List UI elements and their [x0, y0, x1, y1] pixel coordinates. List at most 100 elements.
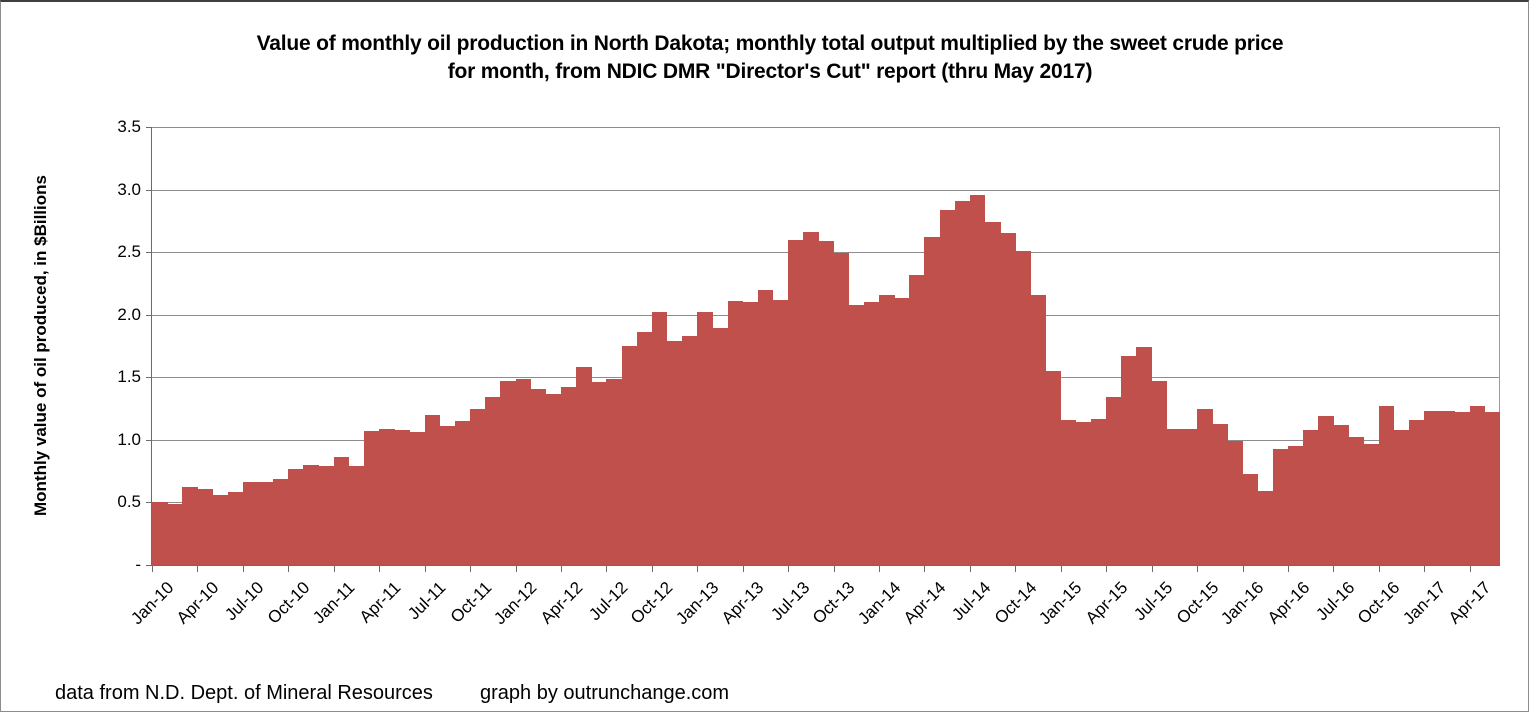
bar-Apr-13: [742, 302, 759, 565]
x-tick: [1197, 566, 1199, 572]
bar-Jan-13: [697, 312, 713, 565]
bar-Jun-13: [772, 299, 789, 565]
bar-Sep-11: [454, 421, 471, 565]
bar-Jul-15: [1151, 381, 1168, 565]
bar-Aug-14: [985, 222, 1001, 565]
x-tick: [833, 566, 835, 572]
bar-Mar-13: [727, 300, 744, 565]
bar-Dec-11: [500, 381, 516, 565]
bar-Mar-12: [545, 393, 562, 565]
x-tick: [424, 566, 426, 572]
bar-Sep-13: [818, 240, 834, 565]
bar-Apr-12: [560, 387, 577, 565]
y-axis-line: [151, 127, 152, 565]
bar-Mar-16: [1272, 448, 1289, 565]
x-tick: [197, 566, 199, 572]
bar-Mar-15: [1091, 418, 1107, 565]
bar-Oct-16: [1378, 406, 1395, 565]
bar-Sep-16: [1363, 443, 1380, 565]
x-tick: [606, 566, 608, 572]
bar-Jun-12: [591, 382, 607, 565]
x-tick: [152, 566, 153, 572]
bar-Apr-15: [1106, 397, 1122, 565]
bar-Oct-13: [833, 253, 850, 565]
x-tick: [969, 566, 971, 572]
bar-Oct-15: [1197, 408, 1213, 565]
bar-May-17: [1484, 412, 1501, 565]
bar-Apr-14: [924, 237, 940, 565]
y-tick-label: 3.0: [117, 179, 141, 199]
bar-Jan-17: [1424, 411, 1440, 565]
bar-Dec-15: [1227, 441, 1243, 565]
bar-May-12: [576, 367, 592, 565]
bar-Jul-14: [969, 194, 986, 565]
x-tick: [1151, 566, 1153, 572]
bar-Jan-10: [152, 502, 168, 565]
bar-Oct-14: [1015, 250, 1031, 565]
data-source-note: data from N.D. Dept. of Mineral Resource…: [55, 682, 433, 704]
bar-Dec-10: [318, 466, 335, 565]
bar-Dec-12: [682, 336, 698, 565]
bar-Nov-15: [1212, 423, 1228, 565]
bar-Jul-13: [788, 239, 804, 565]
x-tick: [1378, 566, 1380, 572]
bar-Jan-15: [1060, 419, 1077, 565]
y-tick: [146, 189, 152, 191]
bar-Feb-10: [167, 503, 183, 565]
x-tick: [1469, 566, 1471, 572]
bar-Mar-10: [182, 487, 198, 565]
bar-Jul-12: [606, 378, 622, 565]
bar-Jul-16: [1333, 424, 1349, 565]
y-tick: [146, 439, 152, 441]
x-tick: [1242, 566, 1244, 572]
y-tick: [146, 565, 152, 566]
x-tick: [515, 566, 517, 572]
x-tick: [560, 566, 562, 572]
bar-Sep-15: [1181, 428, 1198, 565]
bar-Jun-16: [1318, 416, 1334, 565]
bar-Oct-11: [470, 408, 486, 565]
bar-Feb-12: [530, 388, 547, 565]
x-tick: [788, 566, 790, 572]
bar-Dec-14: [1045, 371, 1062, 565]
bar-Jun-14: [954, 200, 971, 565]
bar-May-14: [939, 209, 956, 565]
bar-May-15: [1121, 356, 1137, 565]
bar-Feb-17: [1439, 411, 1455, 565]
bar-Nov-14: [1030, 294, 1046, 565]
bar-Dec-16: [1409, 419, 1425, 565]
bar-Jan-12: [515, 378, 532, 565]
y-tick-label: 2.0: [117, 304, 141, 324]
bar-Oct-10: [288, 468, 304, 565]
bar-Feb-14: [894, 298, 910, 565]
x-tick: [1333, 566, 1335, 572]
y-tick: [146, 127, 152, 128]
bar-Nov-12: [666, 341, 683, 565]
y-tick: [146, 502, 152, 504]
x-tick: [379, 566, 381, 572]
x-tick: [879, 566, 880, 572]
gridline: [152, 127, 1500, 128]
x-tick: [1287, 566, 1289, 572]
y-axis-title: Monthly value of oil produced, in $Billi…: [31, 175, 50, 517]
y-tick: [146, 314, 152, 316]
x-tick: [242, 566, 244, 572]
x-tick: [470, 566, 472, 572]
plot-right-border: [1499, 127, 1500, 565]
bar-Mar-11: [364, 431, 380, 565]
bar-Sep-12: [636, 332, 653, 565]
bar-Dec-13: [863, 302, 880, 565]
bar-Aug-10: [258, 482, 274, 565]
bar-May-16: [1303, 429, 1319, 565]
bar-Feb-13: [712, 328, 728, 565]
bar-Apr-11: [379, 428, 395, 565]
x-tick: [651, 566, 653, 572]
x-tick: [1424, 566, 1426, 572]
chart-title-line2: for month, from NDIC DMR "Director's Cut…: [447, 60, 1093, 83]
y-tick: [146, 377, 152, 379]
bar-Feb-16: [1257, 491, 1274, 565]
bar-Nov-10: [303, 464, 319, 565]
chart-title-line1: Value of monthly oil production in North…: [256, 32, 1284, 55]
x-tick: [1106, 566, 1108, 572]
bar-Jun-11: [409, 432, 425, 565]
